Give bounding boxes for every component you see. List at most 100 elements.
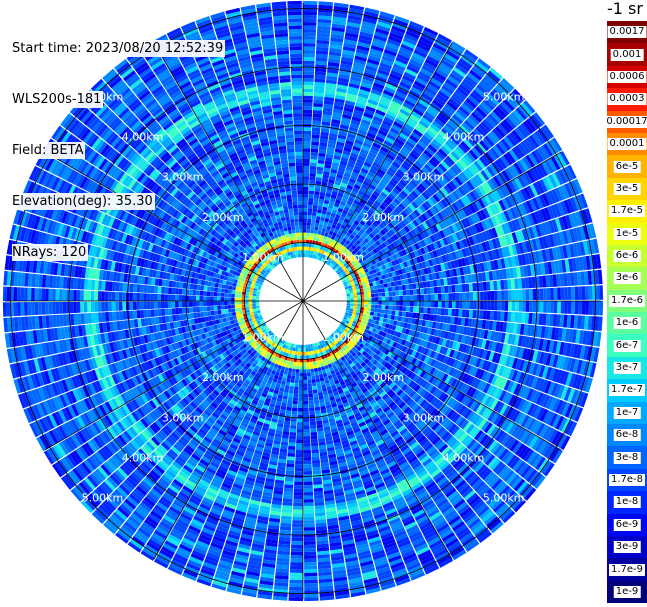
beta-cell	[345, 332, 350, 338]
beta-cell	[476, 528, 490, 541]
beta-cell	[361, 251, 367, 257]
beta-cell	[413, 198, 422, 207]
beta-cell	[373, 312, 378, 317]
beta-cell	[500, 155, 510, 168]
beta-cell	[309, 421, 317, 426]
beta-cell	[557, 260, 563, 273]
beta-cell	[423, 211, 431, 220]
beta-cell	[381, 274, 386, 280]
beta-cell	[561, 215, 569, 230]
beta-cell	[303, 516, 315, 521]
beta-cell	[563, 273, 568, 287]
beta-cell	[415, 487, 427, 497]
beta-cell	[473, 212, 481, 223]
beta-cell	[355, 540, 368, 547]
beta-cell	[440, 330, 446, 339]
beta-cell	[500, 332, 506, 343]
beta-cell	[510, 91, 523, 104]
beta-cell	[338, 377, 344, 383]
beta-cell	[325, 349, 330, 354]
beta-cell	[475, 106, 488, 118]
beta-cell	[450, 277, 455, 285]
beta-cell	[315, 219, 320, 224]
beta-cell	[529, 168, 539, 182]
beta-cell	[479, 508, 493, 520]
beta-cell	[303, 383, 308, 387]
beta-cell	[438, 163, 448, 173]
beta-cell	[410, 165, 419, 175]
beta-cell	[360, 376, 366, 382]
beta-cell	[525, 348, 532, 361]
beta-cell	[449, 358, 456, 367]
beta-cell	[403, 406, 411, 415]
beta-cell	[295, 446, 303, 451]
beta-cell	[442, 106, 454, 117]
beta-cell	[303, 74, 314, 79]
beta-cell	[362, 573, 378, 581]
beta-cell	[310, 424, 317, 429]
beta-cell	[502, 510, 516, 524]
beta-cell	[393, 419, 402, 427]
beta-cell	[350, 72, 363, 79]
beta-cell	[357, 92, 369, 99]
beta-cell	[545, 339, 551, 353]
beta-cell	[334, 334, 339, 339]
beta-cell	[511, 129, 523, 143]
beta-cell	[573, 315, 579, 329]
beta-cell	[545, 141, 557, 156]
beta-cell	[396, 87, 409, 96]
beta-cell	[339, 339, 344, 344]
beta-cell	[507, 114, 520, 127]
beta-cell	[477, 172, 487, 183]
beta-cell	[406, 195, 414, 204]
beta-cell	[441, 127, 452, 138]
beta-cell	[395, 475, 406, 484]
beta-cell	[570, 197, 579, 212]
beta-cell	[445, 140, 455, 151]
beta-cell	[370, 289, 375, 294]
beta-cell	[416, 207, 424, 215]
beta-cell	[565, 244, 572, 258]
beta-cell	[370, 380, 377, 387]
beta-cell	[543, 207, 552, 221]
beta-cell	[517, 190, 526, 203]
beta-cell	[457, 529, 472, 541]
beta-cell	[482, 452, 493, 464]
beta-cell	[555, 399, 564, 414]
beta-cell	[481, 231, 489, 242]
beta-cell	[321, 416, 329, 421]
beta-cell	[503, 469, 515, 483]
beta-cell	[469, 92, 482, 104]
beta-cell	[352, 450, 362, 457]
beta-cell	[440, 187, 449, 197]
beta-cell	[575, 226, 583, 242]
beta-cell	[371, 297, 375, 301]
beta-cell	[316, 39, 330, 45]
beta-cell	[424, 274, 430, 281]
beta-cell	[489, 310, 495, 321]
beta-cell	[424, 320, 430, 328]
beta-cell	[336, 195, 343, 201]
beta-cell	[341, 271, 346, 276]
beta-cell	[381, 301, 386, 305]
beta-cell	[490, 458, 501, 471]
beta-cell	[458, 249, 464, 259]
beta-cell	[286, 406, 292, 411]
beta-cell	[303, 176, 310, 181]
beta-cell	[399, 81, 412, 90]
beta-cell	[394, 336, 400, 343]
beta-cell	[518, 445, 529, 458]
beta-cell	[374, 79, 386, 87]
beta-cell	[507, 93, 520, 107]
beta-cell	[545, 427, 555, 442]
beta-cell	[328, 51, 342, 57]
beta-cell	[422, 527, 436, 537]
beta-cell	[440, 263, 446, 271]
beta-cell	[409, 221, 417, 229]
beta-cell	[480, 121, 492, 133]
beta-cell	[538, 236, 545, 250]
beta-cell	[344, 234, 350, 240]
beta-cell	[382, 52, 396, 60]
beta-cell	[363, 205, 370, 212]
beta-cell	[362, 142, 372, 149]
